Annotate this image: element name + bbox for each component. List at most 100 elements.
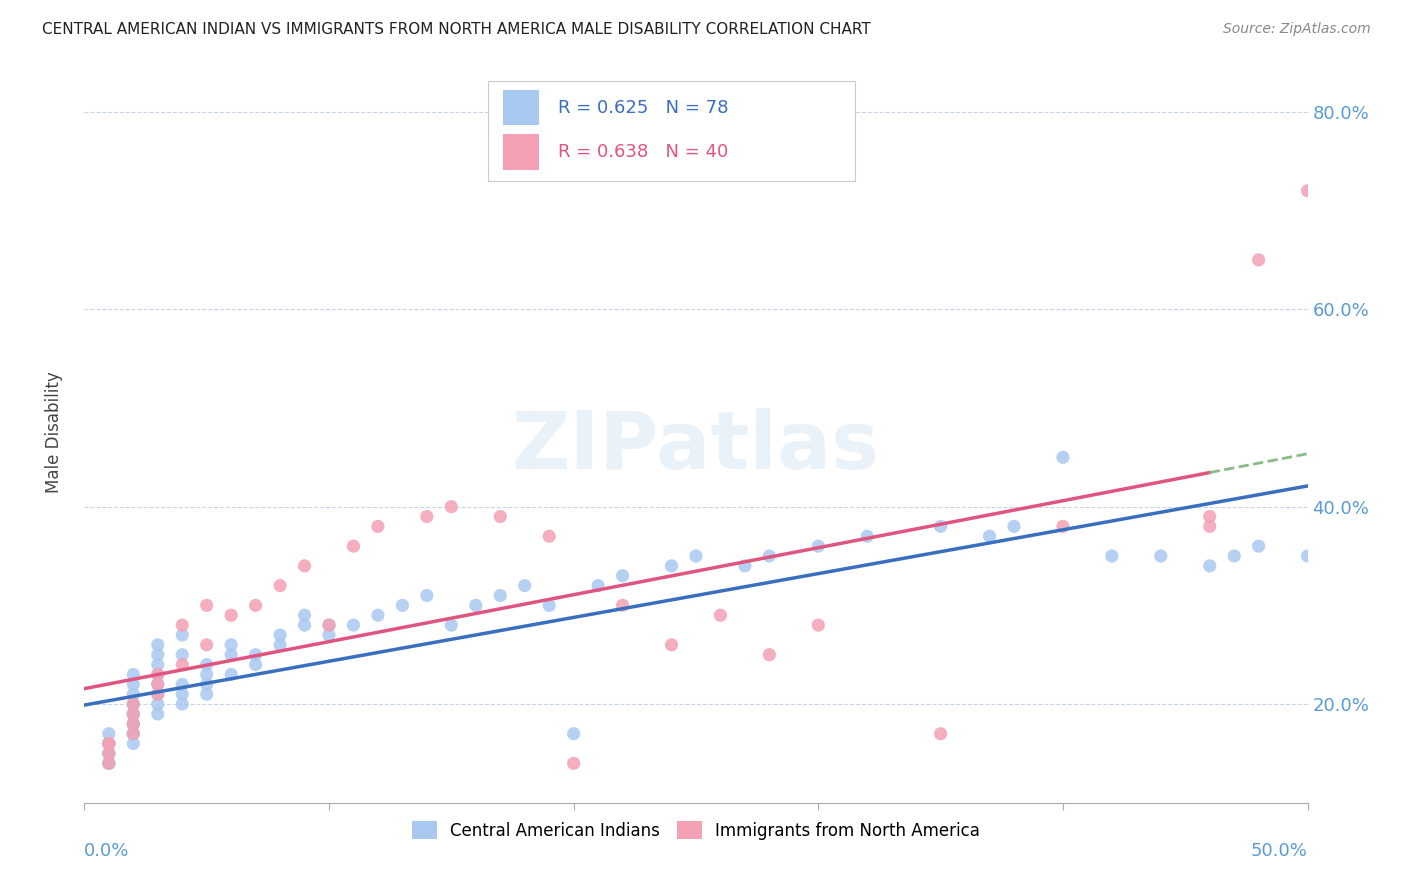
Point [929, 519, 952, 533]
Point [929, 727, 952, 741]
Point [97, 747, 120, 761]
Point [97, 737, 120, 751]
Point [97, 737, 120, 751]
Point [709, 608, 731, 623]
Point [122, 727, 145, 741]
Point [367, 608, 389, 623]
Point [122, 727, 145, 741]
Point [318, 628, 340, 642]
Point [172, 677, 194, 691]
Point [1101, 549, 1123, 563]
Point [146, 657, 169, 672]
Point [562, 756, 585, 771]
Y-axis label: Male Disability: Male Disability [45, 372, 63, 493]
Point [294, 608, 316, 623]
Point [318, 618, 340, 632]
Point [612, 568, 634, 582]
Point [146, 648, 169, 662]
Point [97, 737, 120, 751]
Point [97, 727, 120, 741]
Point [146, 638, 169, 652]
Point [97, 756, 120, 771]
Point [122, 737, 145, 751]
Point [367, 519, 389, 533]
Point [172, 687, 194, 701]
Point [122, 677, 145, 691]
Point [146, 677, 169, 691]
Point [440, 618, 463, 632]
Point [416, 589, 439, 603]
Point [146, 706, 169, 721]
Bar [503, 90, 540, 126]
Point [122, 697, 145, 711]
Point [513, 579, 536, 593]
Point [1052, 450, 1074, 465]
Point [172, 618, 194, 632]
Point [195, 677, 218, 691]
Point [245, 657, 267, 672]
Point [97, 747, 120, 761]
Point [391, 599, 413, 613]
FancyBboxPatch shape [488, 81, 855, 181]
Point [1296, 184, 1319, 198]
Point [1247, 252, 1270, 267]
Point [122, 716, 145, 731]
Legend: Central American Indians, Immigrants from North America: Central American Indians, Immigrants fro… [405, 814, 987, 847]
Point [97, 737, 120, 751]
Point [294, 618, 316, 632]
Point [219, 638, 242, 652]
Point [172, 648, 194, 662]
Point [1198, 509, 1220, 524]
Point [1002, 519, 1025, 533]
Text: ZIPatlas: ZIPatlas [512, 409, 880, 486]
Point [146, 677, 169, 691]
Point [1198, 558, 1220, 573]
Point [269, 579, 291, 593]
Text: R = 0.625   N = 78: R = 0.625 N = 78 [558, 99, 728, 117]
Point [97, 747, 120, 761]
Bar [503, 135, 540, 169]
Point [1296, 549, 1319, 563]
Point [122, 706, 145, 721]
Text: CENTRAL AMERICAN INDIAN VS IMMIGRANTS FROM NORTH AMERICA MALE DISABILITY CORRELA: CENTRAL AMERICAN INDIAN VS IMMIGRANTS FR… [42, 22, 870, 37]
Point [146, 687, 169, 701]
Point [416, 509, 439, 524]
Point [195, 667, 218, 681]
Text: 50.0%: 50.0% [1251, 842, 1308, 860]
Point [269, 628, 291, 642]
Point [318, 618, 340, 632]
Point [758, 648, 780, 662]
Point [122, 706, 145, 721]
Point [245, 599, 267, 613]
Point [979, 529, 1001, 543]
Point [1150, 549, 1173, 563]
Point [1052, 519, 1074, 533]
Point [219, 648, 242, 662]
Point [269, 638, 291, 652]
Point [195, 687, 218, 701]
Point [146, 667, 169, 681]
Point [219, 667, 242, 681]
Point [612, 599, 634, 613]
Point [1223, 549, 1246, 563]
Point [122, 667, 145, 681]
Point [146, 687, 169, 701]
Point [342, 618, 364, 632]
Point [342, 539, 364, 553]
Point [685, 549, 707, 563]
Point [538, 599, 561, 613]
Point [195, 599, 218, 613]
Point [97, 737, 120, 751]
Text: 0.0%: 0.0% [84, 842, 129, 860]
Point [489, 509, 512, 524]
Point [219, 608, 242, 623]
Text: R = 0.638   N = 40: R = 0.638 N = 40 [558, 143, 728, 161]
Text: Source: ZipAtlas.com: Source: ZipAtlas.com [1223, 22, 1371, 37]
Point [122, 697, 145, 711]
Point [661, 558, 683, 573]
Point [97, 756, 120, 771]
Point [294, 558, 316, 573]
Point [1247, 539, 1270, 553]
Point [464, 599, 486, 613]
Point [122, 697, 145, 711]
